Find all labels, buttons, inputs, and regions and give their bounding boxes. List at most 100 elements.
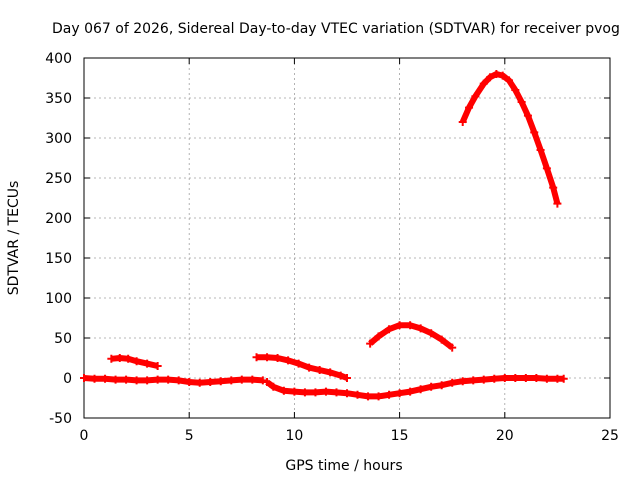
data-point: [305, 363, 314, 372]
data-point: [492, 70, 501, 78]
data-point: [471, 92, 480, 101]
data-point: [406, 387, 415, 396]
y-tick-label: -50: [49, 411, 72, 427]
data-point: [395, 389, 404, 398]
data-point: [536, 146, 545, 154]
data-point: [517, 98, 526, 106]
data-point: [448, 378, 457, 387]
x-tick-label: 0: [80, 428, 89, 444]
x-tick-label: 10: [285, 428, 303, 444]
data-point: [469, 376, 478, 385]
data-point: [90, 374, 99, 383]
data-point: [107, 354, 116, 363]
y-tick-label: 200: [45, 211, 72, 227]
data-point: [164, 375, 173, 384]
data-point: [290, 387, 299, 396]
data-point: [185, 378, 194, 386]
data-point: [343, 389, 351, 398]
data-point: [294, 359, 303, 368]
plot-frame: [83, 57, 611, 419]
data-point: [511, 374, 520, 382]
data-point: [132, 357, 141, 366]
data-point: [530, 128, 539, 137]
data-point: [111, 375, 120, 384]
data-point: [374, 392, 383, 401]
data-point: [124, 354, 133, 363]
data-point: [521, 374, 530, 382]
y-tick-label: 250: [45, 171, 72, 187]
data-point: [248, 375, 257, 384]
data-point: [321, 387, 330, 396]
data-point: [195, 378, 204, 387]
data-point: [300, 388, 309, 397]
data-point: [284, 356, 293, 365]
data-point: [153, 375, 162, 384]
data-point: [458, 377, 467, 386]
data-point: [273, 354, 282, 362]
data-point: [542, 164, 551, 173]
data-point: [416, 324, 425, 333]
series-arc-4: [265, 375, 564, 400]
data-point: [523, 111, 532, 120]
data-point: [132, 376, 141, 385]
y-tick-label: 150: [45, 251, 72, 267]
data-point: [237, 375, 246, 384]
data-point: [490, 374, 499, 383]
data-point: [216, 377, 225, 386]
data-point: [279, 386, 288, 395]
data-point: [374, 332, 383, 341]
data-point: [115, 354, 124, 362]
data-point: [505, 76, 514, 85]
data-point: [336, 371, 345, 380]
x-tick-label: 20: [496, 428, 514, 444]
data-point: [143, 376, 152, 385]
grid-lines: [84, 58, 610, 418]
data-point: [143, 359, 152, 368]
data-point: [258, 376, 267, 385]
data-point: [353, 390, 362, 399]
data-point: [498, 71, 507, 80]
series-arc-3: [256, 354, 349, 381]
data-point: [252, 353, 261, 362]
data-point: [542, 374, 551, 383]
data-point: [553, 199, 562, 208]
data-point: [385, 325, 394, 334]
data-series: [80, 70, 568, 401]
data-point: [263, 353, 272, 362]
data-point: [437, 381, 446, 390]
y-tick-label: 100: [45, 291, 72, 307]
y-tick-label: 300: [45, 131, 72, 147]
x-axis-label: GPS time / hours: [285, 458, 402, 474]
data-point: [465, 103, 474, 112]
data-point: [427, 382, 436, 391]
data-point: [80, 374, 88, 382]
data-point: [153, 362, 162, 370]
data-point: [311, 388, 320, 397]
data-point: [448, 343, 457, 352]
data-point: [263, 378, 272, 386]
y-tick-label: 0: [63, 371, 72, 387]
data-point: [427, 329, 436, 338]
data-point: [511, 86, 520, 94]
data-point: [437, 335, 446, 344]
data-point: [559, 374, 568, 383]
data-point: [479, 375, 488, 384]
data-point: [406, 321, 415, 330]
data-point: [227, 376, 236, 385]
x-tick-label: 5: [185, 428, 194, 444]
y-tick-label: 400: [45, 51, 72, 67]
x-tick-label: 15: [391, 428, 409, 444]
data-point: [532, 374, 541, 382]
data-point: [122, 375, 131, 384]
data-point: [385, 390, 394, 399]
data-point: [479, 79, 488, 88]
data-point: [549, 183, 558, 192]
data-point: [315, 366, 324, 374]
data-point: [486, 73, 495, 82]
data-point: [500, 374, 509, 382]
data-point: [326, 368, 335, 377]
data-point: [206, 378, 215, 386]
data-point: [101, 374, 110, 383]
data-point: [343, 374, 351, 382]
